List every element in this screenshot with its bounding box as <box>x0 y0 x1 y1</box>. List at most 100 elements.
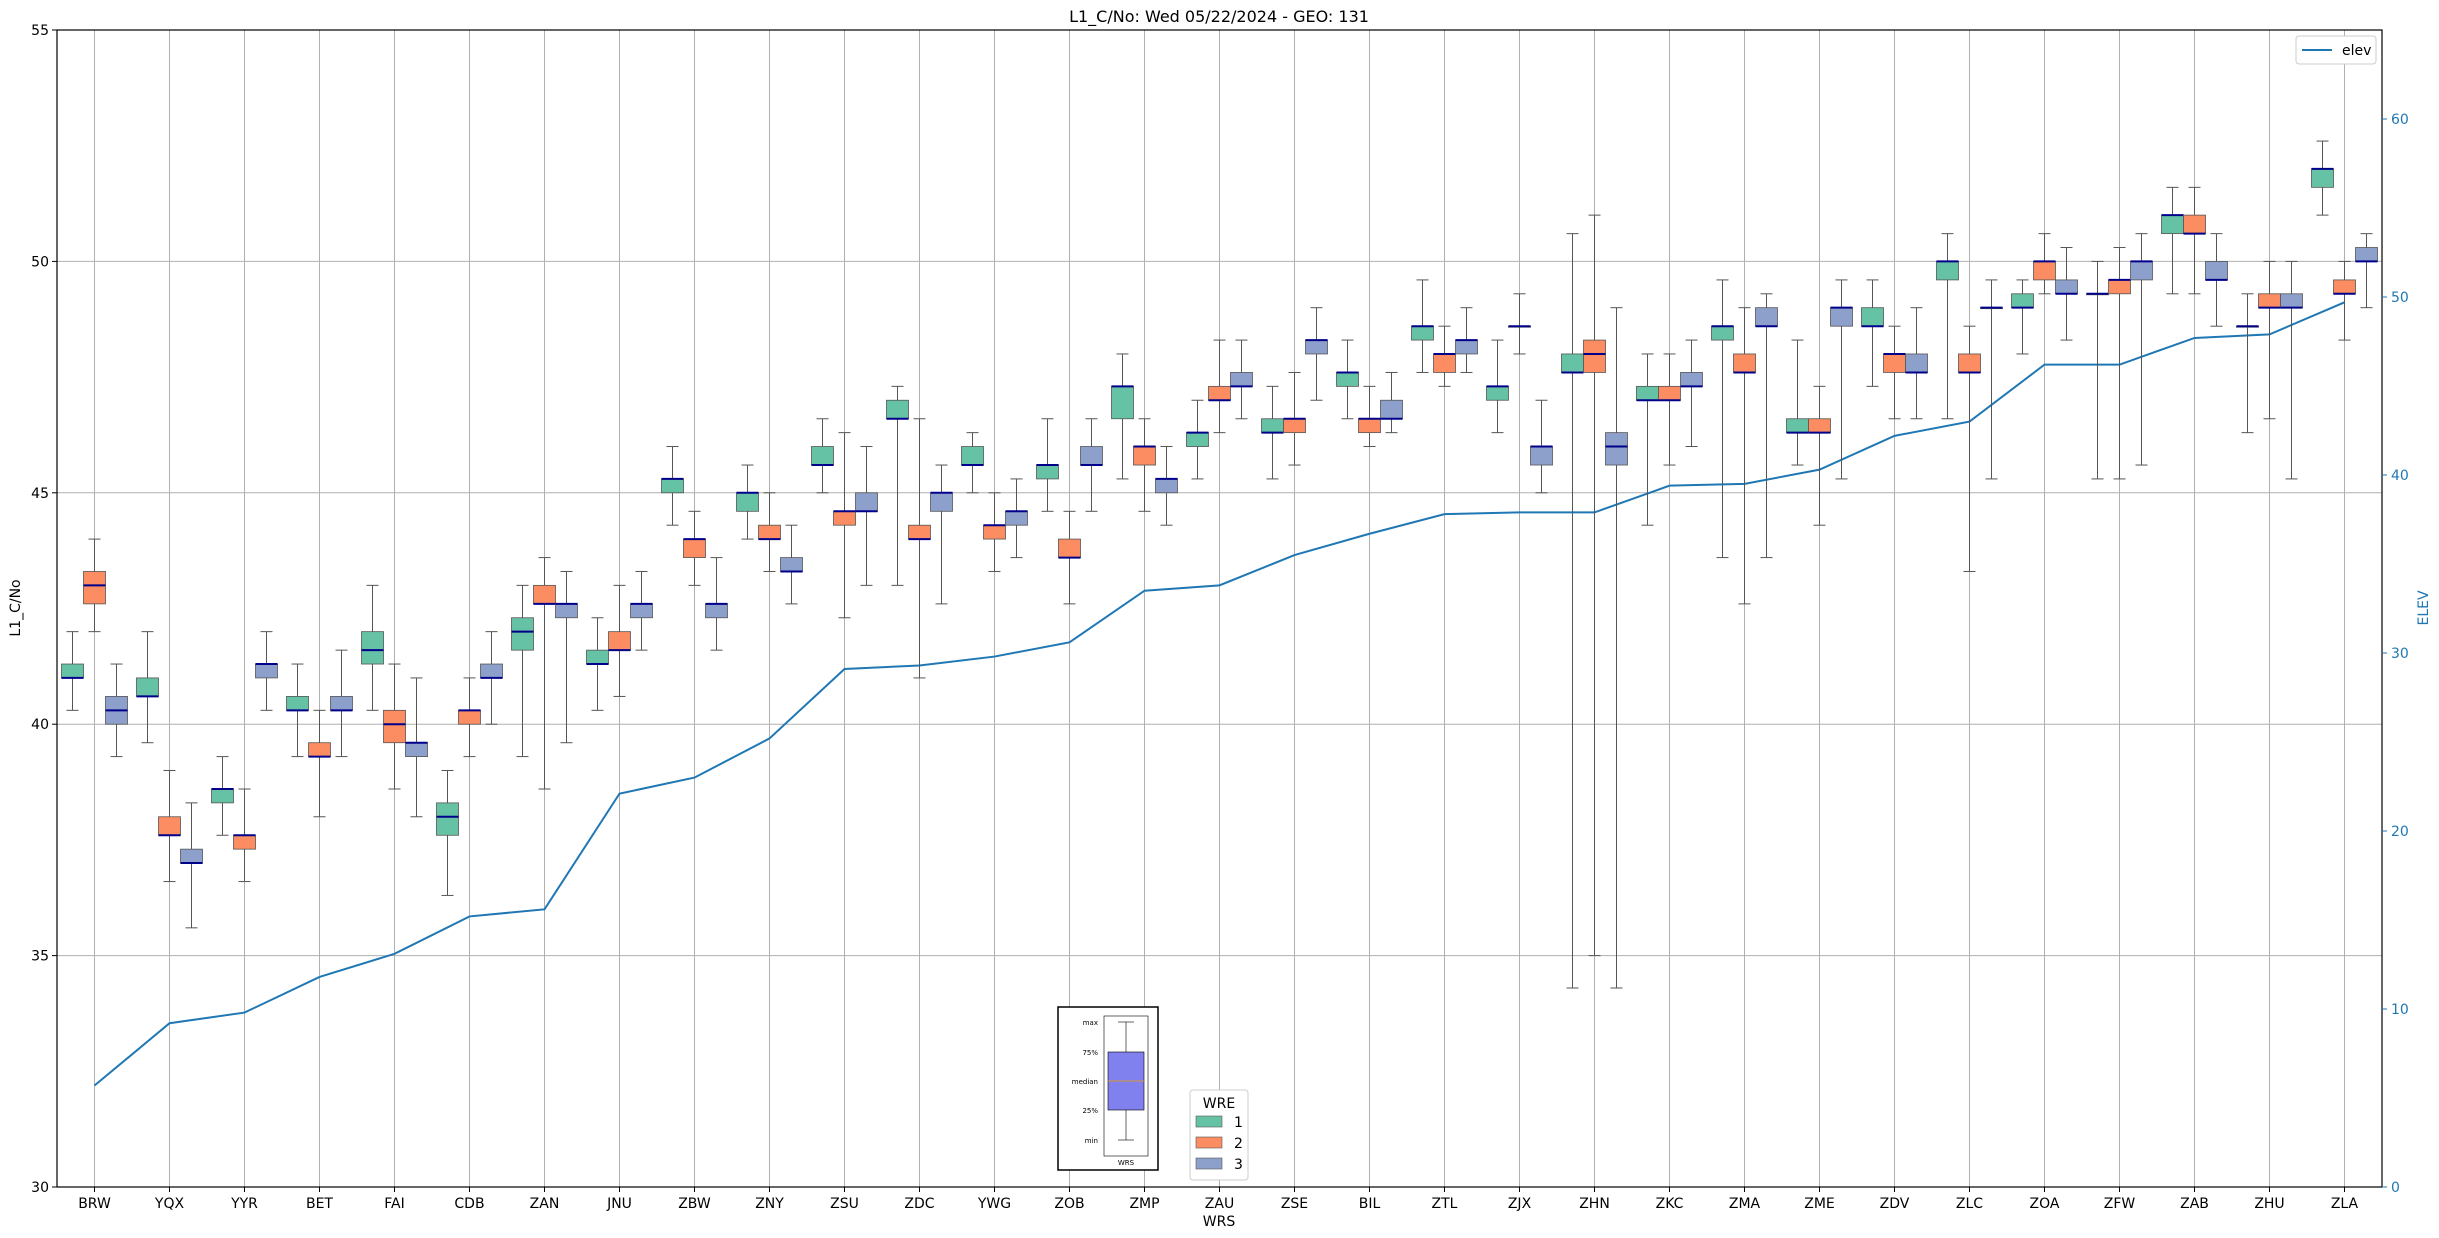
x-tick-label: ZLC <box>1956 1196 1983 1212</box>
box-wrs-zdc-wre-3 <box>930 464 953 605</box>
box-wrs-zdv-wre-2 <box>1883 325 1906 420</box>
box-iqr <box>136 677 159 697</box>
box-iqr <box>1380 399 1403 420</box>
box-iqr <box>480 663 503 679</box>
box-iqr <box>2205 260 2228 281</box>
box-iqr <box>758 524 781 540</box>
box-wrs-zme-wre-1 <box>1786 339 1809 466</box>
box-iqr <box>2130 260 2153 281</box>
box-wrs-zjx-wre-1 <box>1486 339 1509 434</box>
box-wrs-brw-wre-1 <box>61 631 84 711</box>
y-tick-label: 30 <box>31 1180 49 1196</box>
y2-axis-label: ELEV <box>2416 590 2432 625</box>
y-tick-label: 45 <box>31 486 49 502</box>
box-iqr <box>930 492 953 512</box>
box-wrs-yqx-wre-2 <box>158 769 181 883</box>
box-iqr <box>1336 372 1359 387</box>
box-wrs-jnu-wre-2 <box>608 584 631 697</box>
box-wrs-jnu-wre-1 <box>586 617 609 711</box>
box-wrs-zjx-wre-3 <box>1530 399 1553 494</box>
box-wrs-yyr-wre-1 <box>211 756 234 836</box>
box-iqr <box>1786 418 1809 434</box>
box-iqr <box>1208 385 1231 401</box>
box-wrs-zjx-wre-2 <box>1508 293 1531 355</box>
wre-legend-frame <box>1189 1089 1249 1181</box>
box-wrs-zfw-wre-3 <box>2130 233 2153 466</box>
box-iqr <box>1155 478 1178 494</box>
box-wrs-cdb-wre-1 <box>436 769 459 896</box>
box-wrs-zau-wre-2 <box>1208 339 1231 434</box>
box-iqr <box>705 603 728 619</box>
box-wrs-cdb-wre-2 <box>458 677 481 758</box>
box-iqr <box>1680 372 1703 387</box>
box-wrs-zab-wre-2 <box>2183 186 2206 295</box>
box-wrs-zhu-wre-2 <box>2258 260 2281 420</box>
x-tick-label: ZDC <box>904 1196 934 1212</box>
box-wrs-bet-wre-1 <box>286 663 309 758</box>
box-wrs-zbw-wre-2 <box>683 510 706 586</box>
box-wrs-zma-wre-3 <box>1755 293 1778 559</box>
x-tick-label: ZDV <box>1880 1196 1910 1212</box>
x-tick-label: CDB <box>454 1196 484 1212</box>
box-iqr <box>608 631 631 651</box>
box-iqr <box>286 696 309 711</box>
box-wrs-jnu-wre-3 <box>630 570 653 651</box>
x-tick-label: ZAU <box>1205 1196 1234 1212</box>
box-iqr <box>1958 353 1981 373</box>
x-tick-label: ZBW <box>678 1196 711 1212</box>
box-iqr <box>886 399 909 420</box>
box-wrs-zsu-wre-2 <box>833 432 856 619</box>
box-wrs-bet-wre-2 <box>308 709 331 818</box>
inset-label-25: 25% <box>1082 1107 1098 1115</box>
box-wrs-zan-wre-1 <box>511 584 534 758</box>
x-axis-label: WRS <box>1203 1214 1236 1230</box>
box-iqr <box>1230 372 1253 387</box>
line-legend-label: elev <box>2342 43 2371 59</box>
box-wrs-zdv-wre-3 <box>1905 307 1928 420</box>
box-wrs-zse-wre-1 <box>1261 385 1284 480</box>
box-iqr <box>1058 538 1081 558</box>
box-wrs-zoa-wre-2 <box>2033 233 2056 295</box>
box-wrs-zoa-wre-3 <box>2055 247 2078 341</box>
box-wrs-zfw-wre-2 <box>2108 247 2131 480</box>
box-wrs-zny-wre-2 <box>758 492 781 572</box>
box-wrs-zbw-wre-1 <box>661 446 684 526</box>
inset-label-min: min <box>1085 1137 1098 1145</box>
box-plot-series <box>61 140 2378 989</box>
box-wrs-zan-wre-2 <box>533 557 556 790</box>
x-tick-label: ZSE <box>1281 1196 1308 1212</box>
box-iqr <box>983 524 1006 540</box>
box-iqr <box>1358 418 1381 434</box>
box-iqr <box>1883 353 1906 373</box>
wre-legend-label-1: 1 <box>1234 1115 1243 1131</box>
x-tick-label: JNU <box>606 1196 632 1212</box>
box-iqr <box>1133 446 1156 466</box>
box-iqr <box>2280 293 2303 309</box>
box-wrs-ztl-wre-3 <box>1455 307 1478 373</box>
box-wrs-zhn-wre-1 <box>1561 233 1584 989</box>
box-iqr <box>1936 260 1959 281</box>
box-iqr <box>908 524 931 540</box>
box-iqr <box>1755 307 1778 327</box>
box-wrs-zab-wre-3 <box>2205 233 2228 327</box>
y2-tick-label: 0 <box>2391 1180 2400 1196</box>
box-iqr <box>1711 325 1734 341</box>
y-axis-label: L1_C/No <box>8 579 24 636</box>
box-iqr <box>330 696 353 711</box>
box-wrs-zme-wre-3 <box>1830 279 1853 480</box>
y2-tick-label: 10 <box>2391 1002 2409 1018</box>
box-iqr <box>661 478 684 494</box>
inset-label-max: max <box>1083 1019 1098 1027</box>
box-wrs-zhn-wre-2 <box>1583 214 1606 957</box>
box-wrs-zoa-wre-1 <box>2011 279 2034 355</box>
box-iqr <box>2033 260 2056 281</box>
box-iqr <box>1733 353 1756 373</box>
grid <box>57 29 2382 1188</box>
inset-xlabel: WRS <box>1118 1159 1135 1167</box>
box-wrs-yyr-wre-3 <box>255 631 278 711</box>
box-wrs-zmp-wre-2 <box>1133 418 1156 512</box>
box-iqr <box>361 631 384 665</box>
box-wrs-zob-wre-1 <box>1036 418 1059 512</box>
box-wrs-zkc-wre-3 <box>1680 339 1703 448</box>
